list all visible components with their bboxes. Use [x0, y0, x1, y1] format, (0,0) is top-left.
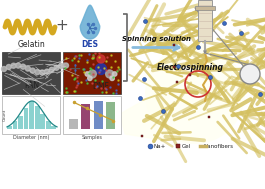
Bar	[195, 6, 215, 10]
Bar	[63, 96, 121, 134]
Text: DES: DES	[82, 40, 99, 49]
Circle shape	[11, 63, 16, 68]
Text: Nanofibers: Nanofibers	[204, 143, 234, 149]
Text: PAN: PAN	[24, 81, 39, 90]
Text: Diameter (nm): Diameter (nm)	[13, 135, 49, 140]
Ellipse shape	[145, 44, 245, 144]
Bar	[81, 104, 90, 129]
Bar	[94, 101, 103, 129]
Bar	[29, 101, 34, 129]
Circle shape	[6, 64, 11, 70]
Circle shape	[35, 70, 40, 75]
Circle shape	[25, 66, 30, 71]
Bar	[63, 52, 121, 94]
Bar	[69, 119, 78, 129]
Circle shape	[40, 70, 45, 75]
Circle shape	[30, 68, 35, 73]
Text: Gel: Gel	[182, 143, 191, 149]
Circle shape	[49, 67, 54, 72]
Bar	[106, 102, 115, 129]
Circle shape	[88, 76, 92, 81]
Text: Na+: Na+	[154, 143, 166, 149]
Bar	[40, 114, 45, 129]
Circle shape	[54, 65, 59, 70]
Circle shape	[21, 64, 26, 69]
Text: Count: Count	[3, 109, 7, 121]
Circle shape	[95, 64, 107, 74]
Circle shape	[85, 72, 90, 76]
Bar	[51, 126, 56, 129]
Bar	[18, 116, 23, 129]
Text: Gelatin: Gelatin	[18, 40, 46, 49]
Circle shape	[240, 64, 260, 84]
Bar	[7, 126, 12, 129]
Bar	[12, 121, 17, 129]
Text: +: +	[69, 61, 81, 77]
Bar	[198, 0, 212, 41]
Text: Samples: Samples	[82, 135, 103, 140]
Bar	[24, 108, 28, 129]
Circle shape	[110, 76, 114, 81]
Bar	[2, 52, 60, 94]
Circle shape	[97, 55, 105, 63]
Text: +: +	[56, 19, 68, 33]
Circle shape	[112, 72, 117, 76]
Circle shape	[106, 70, 114, 78]
Bar	[46, 121, 51, 129]
Text: Electrospinning: Electrospinning	[157, 63, 223, 72]
Text: Spinning solution: Spinning solution	[122, 35, 192, 42]
Text: V: V	[247, 70, 253, 78]
Circle shape	[59, 64, 64, 69]
Circle shape	[16, 63, 21, 68]
Polygon shape	[80, 5, 100, 39]
Text: DMF: DMF	[92, 82, 109, 91]
Circle shape	[64, 63, 68, 68]
Circle shape	[45, 69, 50, 74]
Circle shape	[88, 70, 96, 78]
Bar	[2, 96, 60, 134]
Circle shape	[2, 67, 7, 71]
Bar	[35, 106, 39, 129]
Polygon shape	[120, 94, 168, 141]
